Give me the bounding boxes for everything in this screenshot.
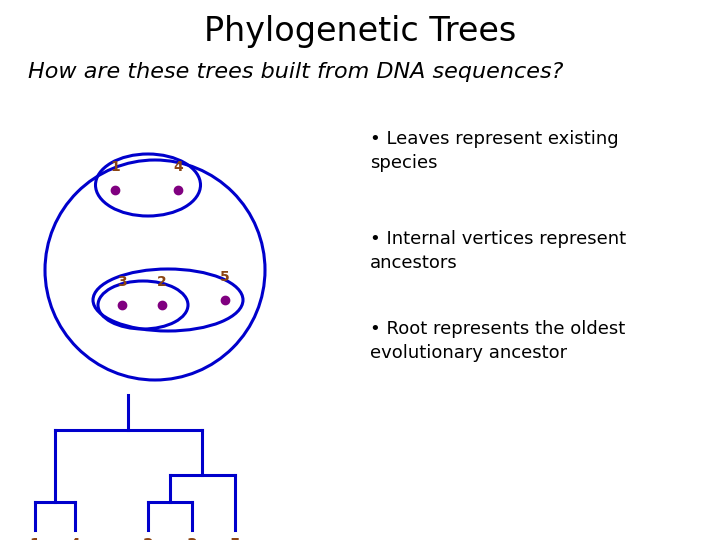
Text: 2: 2 [157,275,167,289]
Text: 5: 5 [230,538,240,540]
Text: • Internal vertices represent
ancestors: • Internal vertices represent ancestors [370,230,626,272]
Text: • Root represents the oldest
evolutionary ancestor: • Root represents the oldest evolutionar… [370,320,625,362]
Text: 4: 4 [173,160,183,174]
Text: 1: 1 [110,160,120,174]
Text: Phylogenetic Trees: Phylogenetic Trees [204,16,516,49]
Text: • Leaves represent existing
species: • Leaves represent existing species [370,130,618,172]
Text: 2: 2 [143,538,153,540]
Text: 4: 4 [70,538,81,540]
Text: 5: 5 [220,270,230,284]
Text: 3: 3 [117,275,127,289]
Text: How are these trees built from DNA sequences?: How are these trees built from DNA seque… [28,62,563,82]
Text: 1: 1 [30,538,40,540]
Text: 3: 3 [186,538,197,540]
